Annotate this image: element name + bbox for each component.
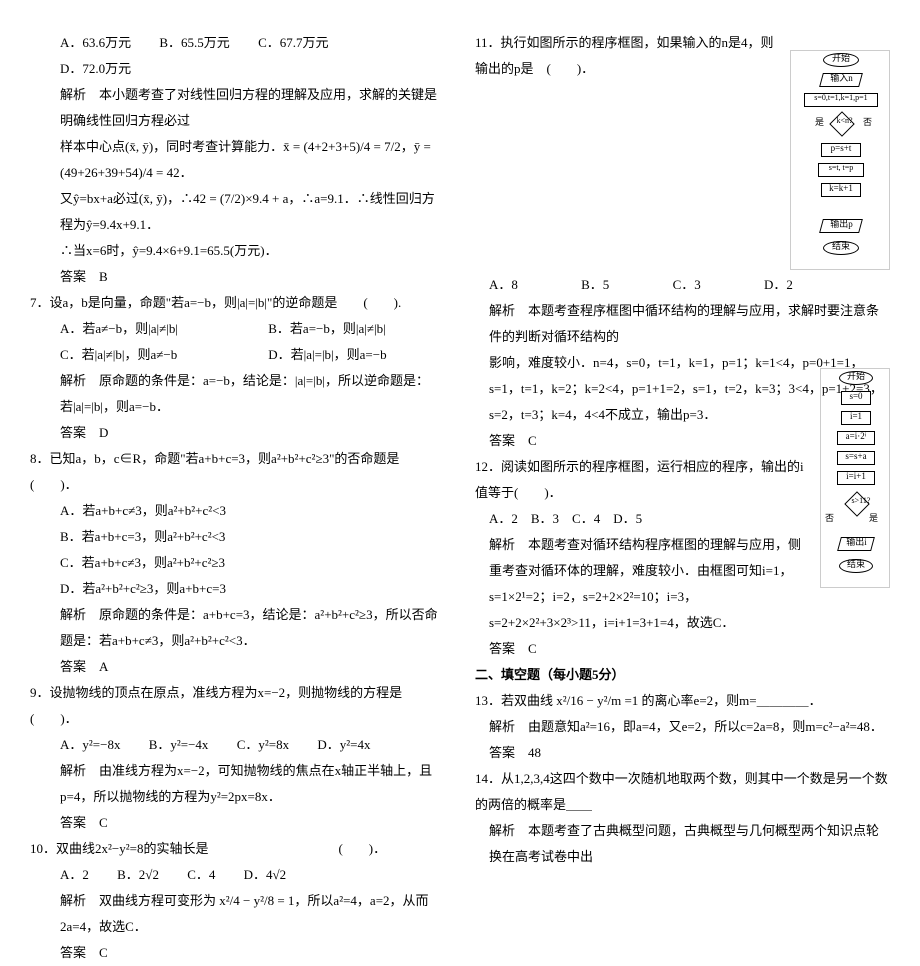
- fc1-cond: k<n?: [829, 111, 854, 136]
- fc1-a1: p=s+t: [821, 143, 861, 157]
- q10-b: B．2√2: [117, 862, 159, 888]
- q11-opts: A．8 B．5 C．3 D．2: [475, 272, 890, 298]
- fc1-end: 结束: [823, 241, 859, 255]
- fc2-a1: i=1: [841, 411, 871, 425]
- q11-c: C．3: [673, 272, 701, 298]
- fc1-no: 否: [863, 113, 872, 131]
- q9-a: A．y²=−8x: [60, 732, 120, 758]
- q9-analysis: 解析 由准线方程为x=−2，可知抛物线的焦点在x轴正半轴上，且p=4，所以抛物线…: [30, 758, 445, 810]
- q6-opt-a: A．63.6万元: [60, 30, 131, 56]
- q13-analysis: 解析 由题意知a²=16，即a=4，又e=2，所以c=2a=8，则m=c²−a²…: [475, 714, 890, 740]
- fc2-out: 输出i: [837, 537, 875, 551]
- q8-c: C．若a+b+c≠3，则a²+b²+c²≥3: [60, 550, 260, 576]
- fc2-end: 结束: [839, 559, 873, 573]
- q14-stem: 14．从1,2,3,4这四个数中一次随机地取两个数，则其中一个数是另一个数的两倍…: [475, 766, 890, 818]
- q8-b: B．若a+b+c=3，则a²+b²+c²<3: [60, 524, 225, 550]
- fc1-a2: s=t, t=p: [818, 163, 864, 177]
- q9-stem: 9．设抛物线的顶点在原点，准线方程为x=−2，则抛物线的方程是 ( )．: [30, 680, 445, 732]
- q10-stem: 10．双曲线2x²−y²=8的实轴长是 ( )．: [30, 836, 445, 862]
- q6-analysis-4: ∴当x=6时，ŷ=9.4×6+9.1=65.5(万元)．: [30, 238, 445, 264]
- q8-answer: 答案 A: [30, 654, 445, 680]
- fc2-start: 开始: [839, 371, 873, 385]
- fc2-a4: i=i+1: [837, 471, 875, 485]
- fc2-a3: s=s+a: [837, 451, 875, 465]
- q7-a: A．若a≠−b，则|a|≠|b|: [60, 316, 240, 342]
- q10-a: A．2: [60, 862, 89, 888]
- q6-analysis-1: 解析 本小题考查了对线性回归方程的理解及应用，求解的关键是明确线性回归方程必过: [30, 82, 445, 134]
- q11-a: A．8: [489, 272, 518, 298]
- q7-b: B．若a=−b，则|a|≠|b|: [268, 316, 385, 342]
- q8-stem: 8．已知a，b，c∈R，命题"若a+b+c=3，则a²+b²+c²≥3"的否命题…: [30, 446, 445, 498]
- q10-d: D．4√2: [244, 862, 287, 888]
- q6-opt-c: C．67.7万元: [258, 30, 328, 56]
- q8-d: D．若a²+b²+c²≥3，则a+b+c=3: [60, 576, 226, 602]
- q13-answer: 答案 48: [475, 740, 890, 766]
- q7-stem: 7．设a，b是向量，命题"若a=−b，则|a|=|b|"的逆命题是 ( ).: [30, 290, 445, 316]
- fc2-no: 否: [825, 509, 834, 527]
- q6-opt-d: D．72.0万元: [60, 56, 131, 82]
- q10-analysis: 解析 双曲线方程可变形为 x²/4 − y²/8 = 1，所以a²=4，a=2，…: [30, 888, 445, 940]
- q8-analysis: 解析 原命题的条件是：a+b+c=3，结论是：a²+b²+c²≥3，所以否命题是…: [30, 602, 445, 654]
- section-2-title: 二、填空题（每小题5分）: [475, 662, 890, 688]
- q8-row1: A．若a+b+c≠3，则a²+b²+c²<3 B．若a+b+c=3，则a²+b²…: [30, 498, 445, 550]
- q7-answer: 答案 D: [30, 420, 445, 446]
- flowchart-q12: 开始 s=0 i=1 a=i·2ⁱ s=s+a i=i+1 s>11? 是 否 …: [820, 368, 890, 588]
- fc2-yes: 是: [869, 509, 878, 527]
- fc1-yes: 是: [815, 113, 824, 131]
- q11-d: D．2: [764, 272, 793, 298]
- fc1-start: 开始: [823, 53, 859, 67]
- q14-analysis: 解析 本题考查了古典概型问题，古典概型与几何概型两个知识点轮换在高考试卷中出: [475, 818, 890, 870]
- fc2-cond: s>11?: [844, 491, 869, 516]
- q10-answer: 答案 C: [30, 940, 445, 966]
- q7-d: D．若|a|=|b|，则a=−b: [268, 342, 386, 368]
- flowchart-q11: 开始 输入n s=0,t=1,k=1,p=1 k<n? 是 否 p=s+t s=…: [790, 50, 890, 270]
- q10-opts: A．2 B．2√2 C．4 D．4√2: [30, 862, 445, 888]
- q11-analysis-1: 解析 本题考查程序框图中循环结构的理解与应用，求解时要注意条件的判断对循环结构的: [475, 298, 890, 350]
- q6-options: A．63.6万元 B．65.5万元 C．67.7万元 D．72.0万元: [30, 30, 445, 82]
- q7-row1: A．若a≠−b，则|a|≠|b| B．若a=−b，则|a|≠|b|: [30, 316, 445, 342]
- q9-answer: 答案 C: [30, 810, 445, 836]
- q11-b: B．5: [581, 272, 609, 298]
- fc2-a2: a=i·2ⁱ: [837, 431, 875, 445]
- q6-opt-b: B．65.5万元: [159, 30, 229, 56]
- fc1-input: 输入n: [819, 73, 863, 87]
- q13-stem: 13．若双曲线 x²/16 − y²/m =1 的离心率e=2，则m=＿＿＿＿．: [475, 688, 890, 714]
- q9-opts: A．y²=−8x B．y²=−4x C．y²=8x D．y²=4x: [30, 732, 445, 758]
- fc1-out: 输出p: [819, 219, 863, 233]
- q7-c: C．若|a|≠|b|，则a≠−b: [60, 342, 240, 368]
- q9-c: C．y²=8x: [237, 732, 289, 758]
- q9-b: B．y²=−4x: [149, 732, 209, 758]
- q6-answer: 答案 B: [30, 264, 445, 290]
- q8-a: A．若a+b+c≠3，则a²+b²+c²<3: [60, 498, 260, 524]
- q10-c: C．4: [187, 862, 215, 888]
- fc1-init: s=0,t=1,k=1,p=1: [804, 93, 878, 107]
- fc2-a0: s=0: [841, 391, 871, 405]
- q8-row2: C．若a+b+c≠3，则a²+b²+c²≥3 D．若a²+b²+c²≥3，则a+…: [30, 550, 445, 602]
- q6-analysis-3: 又ŷ=bx+a必过(x̄, ȳ)，∴42 = (7/2)×9.4 + a，∴a=…: [30, 186, 445, 238]
- q6-analysis-2: 样本中心点(x̄, ȳ)，同时考查计算能力．x̄ = (4+2+3+5)/4 =…: [30, 134, 445, 186]
- q7-analysis: 解析 原命题的条件是：a=−b，结论是：|a|=|b|，所以逆命题是：若|a|=…: [30, 368, 445, 420]
- q12-answer: 答案 C: [475, 636, 890, 662]
- q9-d: D．y²=4x: [317, 732, 370, 758]
- q7-row2: C．若|a|≠|b|，则a≠−b D．若|a|=|b|，则a=−b: [30, 342, 445, 368]
- fc1-a3: k=k+1: [821, 183, 861, 197]
